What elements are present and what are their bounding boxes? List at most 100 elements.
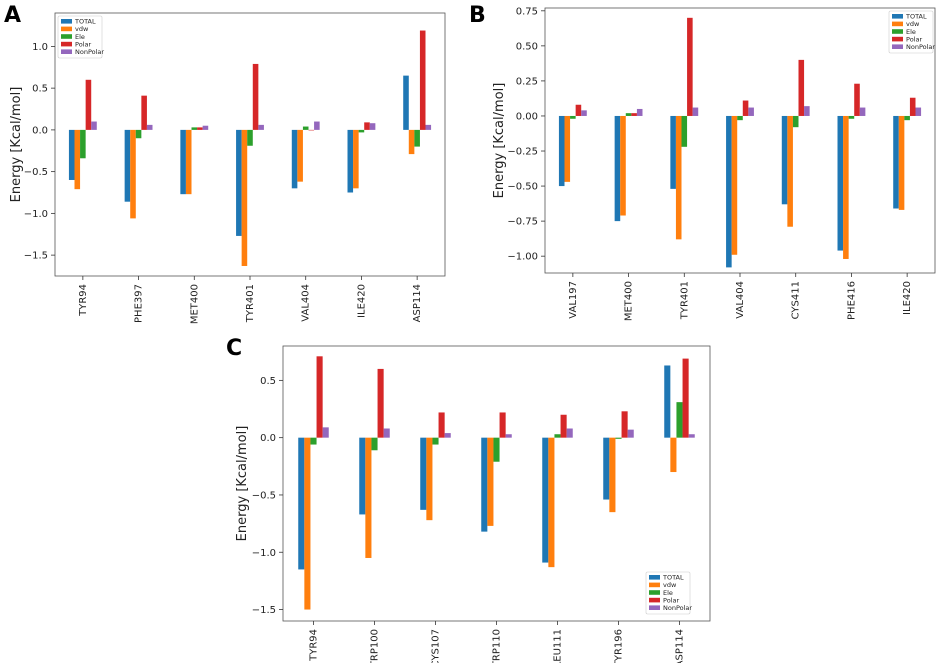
bar-polar-met400 [631, 113, 637, 116]
bar-vdw-val197 [564, 115, 571, 182]
bar-polar-trp100 [377, 368, 384, 438]
legend-label-polar: Polar [663, 596, 679, 604]
x-tick-label: CYS107 [431, 629, 442, 663]
bar-vdw-phe416 [843, 115, 849, 259]
panel-letter: C [226, 336, 242, 361]
legend-box [888, 10, 934, 54]
bar-polar-ile420 [909, 97, 916, 116]
bar-total-tyr401 [670, 115, 676, 189]
y-tick-label: 0.0 [260, 433, 276, 444]
x-tick-label: MET400 [189, 284, 200, 324]
bar-vdw-val404 [731, 115, 738, 255]
bar-ele-ile420 [904, 115, 910, 121]
legend-swatch-ele [61, 34, 72, 39]
bar-ele-met400 [191, 127, 198, 130]
y-tick-label: −1.0 [24, 209, 48, 220]
bar-vdw-trp100 [365, 437, 372, 558]
bar-polar-phe397 [141, 95, 147, 130]
bar-vdw-leu111 [548, 437, 555, 568]
bar-nonpolar-trp100 [383, 428, 390, 438]
bar-total-tyr401 [236, 129, 242, 236]
legend-swatch-nonpolar [892, 44, 903, 49]
bar-total-cys107 [420, 437, 427, 510]
y-tick-label: −1.5 [24, 251, 48, 262]
legend-swatch-polar [649, 597, 660, 603]
legend-label-vdw: vdw [663, 581, 677, 589]
bar-nonpolar-asp114 [688, 434, 695, 438]
bar-total-ile420 [347, 129, 354, 193]
x-tick-label: VAL404 [301, 284, 312, 322]
bar-vdw-tyr94 [304, 437, 311, 610]
bar-polar-cys107 [438, 412, 445, 438]
legend-swatch-nonpolar [61, 49, 72, 54]
bar-vdw-ile420 [898, 115, 905, 210]
bar-total-phe397 [124, 129, 131, 202]
bar-ele-val404 [302, 126, 309, 130]
x-tick-label: MET400 [624, 281, 635, 321]
chart-panel-c: C 0.5 0.0 −0.5 −1.0 −1.5 Energy [Kcal/mol] TYR9… [226, 336, 711, 663]
x-tick-label: ILE420 [902, 281, 913, 315]
legend-swatch-polar [61, 41, 72, 47]
y-tick-label: 0.0 [32, 125, 48, 136]
bar-ele-tyr196 [615, 437, 622, 439]
y-tick-label: 0.5 [32, 84, 48, 95]
bar-ele-leu111 [554, 434, 561, 438]
bar-vdw-tyr401 [675, 115, 682, 240]
legend-swatch-total [61, 19, 72, 24]
bar-polar-val404 [742, 100, 749, 116]
bar-nonpolar-phe416 [859, 107, 866, 116]
bar-ele-tyr94 [310, 437, 317, 445]
bar-nonpolar-cys411 [804, 106, 810, 116]
bar-total-asp114 [664, 365, 671, 438]
bar-ele-cys107 [432, 437, 439, 445]
bar-nonpolar-val197 [581, 110, 587, 116]
bar-polar-leu111 [560, 414, 567, 438]
legend-swatch-nonpolar [649, 605, 660, 610]
legend-swatch-vdw [892, 21, 903, 27]
bar-ele-trp100 [371, 437, 378, 451]
bar-polar-ile420 [364, 122, 370, 130]
bar-ele-ile420 [358, 129, 365, 133]
bar-polar-phe416 [854, 83, 860, 116]
bar-total-trp100 [359, 437, 366, 515]
y-tick-label: −0.25 [507, 147, 538, 158]
y-tick-label: −0.50 [507, 182, 538, 193]
x-tick-label: TYR94 [309, 629, 320, 662]
bar-nonpolar-trp110 [505, 434, 512, 438]
panel-letter: B [469, 3, 486, 28]
y-axis-label: Energy [Kcal/mol] [235, 426, 250, 542]
legend-label-ele: Ele [663, 589, 673, 597]
bar-total-tyr94 [298, 437, 305, 570]
bar-ele-tyr401 [247, 129, 253, 146]
x-tick-label: ASP114 [675, 629, 686, 663]
bar-vdw-ile420 [353, 129, 359, 189]
bar-total-met400 [614, 115, 621, 222]
y-axis-label: Energy [Kcal/mol] [9, 87, 24, 203]
bar-nonpolar-leu111 [566, 428, 573, 438]
bar-polar-val404 [308, 129, 315, 131]
legend-swatch-total [649, 575, 660, 580]
legend-box [645, 571, 691, 615]
bar-total-asp114 [403, 75, 409, 130]
bar-polar-tyr401 [687, 17, 693, 116]
bar-nonpolar-val404 [314, 121, 320, 130]
x-tick-label: TYR94 [78, 284, 89, 317]
bar-nonpolar-met400 [636, 108, 643, 116]
bar-polar-asp114 [682, 358, 689, 438]
bar-vdw-val404 [297, 129, 303, 182]
legend-label-ele: Ele [906, 28, 916, 36]
bar-total-leu111 [542, 437, 549, 563]
bar-polar-val197 [575, 104, 582, 116]
chart-panel-a: A 1.0 0.5 0.0 −0.5 −1.0 −1.5 Energy [Kcal/mol] T… [4, 3, 446, 324]
legend-label-ele: Ele [75, 33, 85, 41]
legend-swatch-ele [892, 29, 903, 34]
legend-label-total: TOTAL [662, 574, 684, 582]
legend-box [57, 15, 103, 59]
legend-label-total: TOTAL [74, 18, 96, 26]
x-tick-label: TYR401 [245, 284, 256, 323]
legend-label-polar: Polar [906, 35, 922, 43]
y-tick-label: −1.5 [252, 605, 276, 616]
legend-label-vdw: vdw [906, 20, 920, 28]
